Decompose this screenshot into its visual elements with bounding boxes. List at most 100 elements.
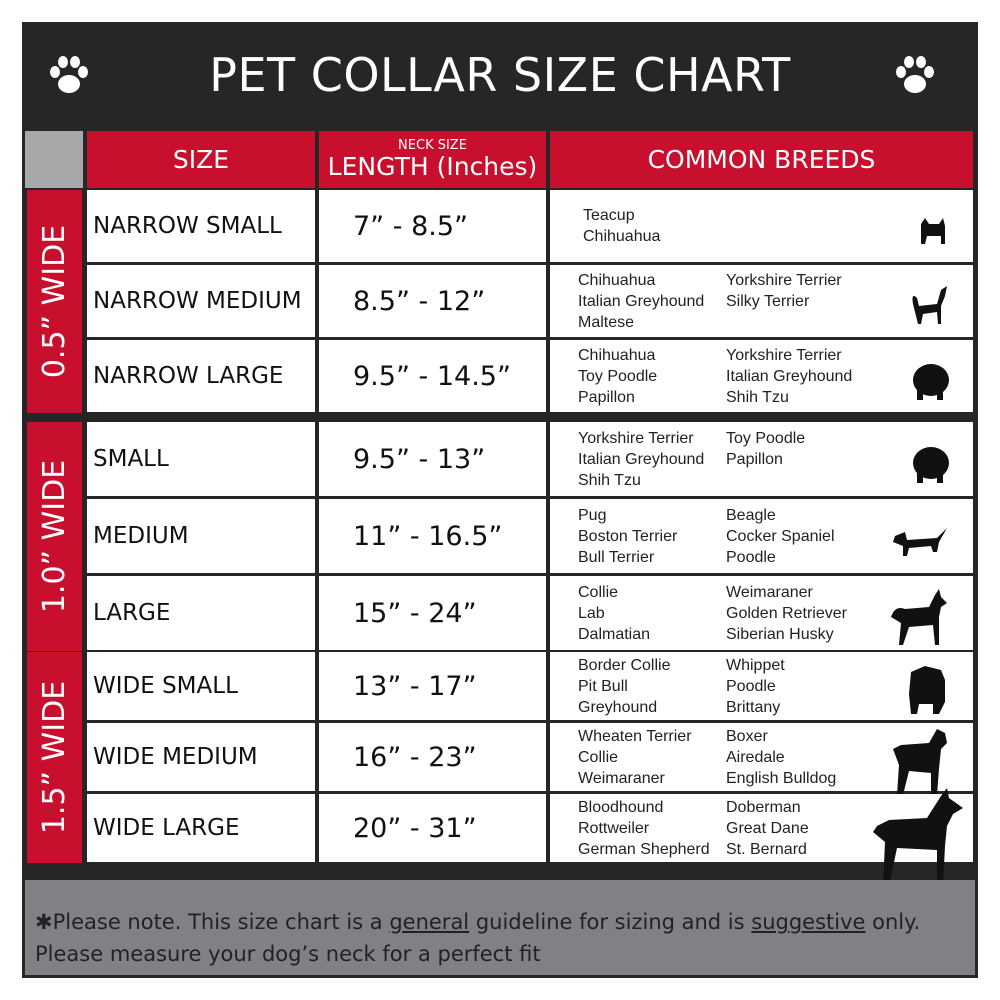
breed-name: St. Bernard [726,840,807,858]
size-cell: WIDE SMALL [87,652,315,720]
breed-name: Shih Tzu [726,388,789,406]
length-cell: 7” - 8.5” [319,190,546,262]
width-group-label: 0.5” WIDE [27,190,82,413]
length-cell: 9.5” - 13” [319,422,546,496]
page-title: PET COLLAR SIZE CHART [209,48,791,102]
neck-length: 8.5” - 12” [353,285,486,317]
dog-silhouette-icon [913,447,949,483]
size-cell: WIDE LARGE [87,794,315,862]
breed-name: Chihuahua [583,228,661,245]
breed-name: Great Dane [726,819,809,837]
breeds-cell: Yorkshire Terrier Italian Greyhound Shih T… [550,422,973,496]
width-group-text: 1.0” WIDE [37,459,73,614]
breed-name: Papillon [726,450,783,468]
breeds-cell: Bloodhound Rottweiler German Shepherd Dober… [550,788,973,886]
header-length: NECK SIZE LENGTH (Inches) [319,131,546,188]
breed-name: Chihuahua [578,346,656,364]
header-corner [25,131,83,188]
breed-name: Italian Greyhound [726,367,853,385]
size-name: NARROW LARGE [93,363,284,389]
dog-silhouette-icon [909,666,945,714]
breed-name: Bloodhound [578,798,664,816]
breed-name: Yorkshire Terrier [726,346,842,364]
breed-name: Whippet [726,656,785,674]
breed-name: Cocker Spaniel [726,527,835,545]
length-cell: 13” - 17” [319,652,546,720]
breed-name: Yorkshire Terrier [578,429,694,447]
breed-name: Boxer [726,727,768,745]
breed-name: Weimaraner [726,583,813,601]
width-group-text: 0.5” WIDE [37,224,73,379]
size-name: WIDE SMALL [93,673,238,699]
note-text: guideline for sizing and is [469,910,752,934]
dog-silhouette-icon [913,364,949,400]
header-size-label: SIZE [172,145,230,174]
width-group-label: 1.5” WIDE [27,652,82,863]
neck-length: 13” - 17” [353,670,477,702]
breed-name: Italian Greyhound [578,450,705,468]
size-cell: WIDE MEDIUM [87,723,315,791]
note-text: ✱Please note. This size chart is a [35,910,390,934]
size-name: SMALL [93,446,169,472]
width-group-label: 1.0” WIDE [27,422,82,651]
breed-name: Papillon [578,388,635,406]
size-name: LARGE [93,600,171,626]
length-cell: 11” - 16.5” [319,499,546,573]
breed-name: Rottweiler [578,819,650,837]
breed-name: Weimaraner [578,769,665,787]
neck-length: 16” - 23” [353,741,477,773]
breed-name: Siberian Husky [726,625,834,643]
dog-silhouette-icon [893,729,947,795]
footer-note: ✱Please note. This size chart is a gener… [25,880,975,975]
size-name: NARROW MEDIUM [93,288,302,314]
breed-name: Dalmatian [578,625,651,643]
breed-name: Wheaten Terrier [578,727,692,745]
neck-length: 9.5” - 14.5” [353,360,511,392]
size-cell: LARGE [87,576,315,650]
breed-name: Toy Poodle [726,429,806,447]
breed-name: Teacup [583,207,635,224]
size-name: NARROW SMALL [93,213,282,239]
breed-name: Border Collie [578,656,671,674]
breeds-cell: Collie Lab Dalmatian Weimaraner Golden Retri… [550,576,973,650]
breed-name: Chihuahua [578,271,656,289]
neck-length: 15” - 24” [353,597,477,629]
breed-name: Toy Poodle [578,367,658,385]
breed-name: English Bulldog [726,769,837,787]
size-name: WIDE MEDIUM [93,744,258,770]
breed-name: Airedale [726,748,785,766]
breeds-cell: Chihuahua Italian Greyhound Maltese Yorkshi… [550,265,973,337]
note-emphasis: suggestive [751,910,866,934]
note-line-2: Please measure your dog’s neck for a per… [35,942,541,966]
breed-name: Collie [578,748,619,766]
breed-name: Poodle [726,677,776,695]
breed-name: Beagle [726,506,776,524]
neck-length: 20” - 31” [353,812,477,844]
header-size: SIZE [87,131,315,188]
breed-name: Shih Tzu [578,471,641,489]
paw-print-icon [896,56,934,93]
breed-name: Doberman [726,798,801,816]
breed-name: Yorkshire Terrier [726,271,842,289]
breed-name: Golden Retriever [726,604,847,622]
size-name: MEDIUM [93,523,189,549]
length-cell: 16” - 23” [319,723,546,791]
breed-name: Bull Terrier [578,548,655,566]
header-breeds-label: COMMON BREEDS [647,145,876,174]
breed-name: German Shepherd [578,840,710,858]
length-cell: 20” - 31” [319,794,546,862]
dog-silhouette-icon [912,286,947,324]
breed-name: Pit Bull [578,677,628,695]
breed-name: Brittany [726,698,781,716]
length-cell: 9.5” - 14.5” [319,340,546,412]
length-cell: 8.5” - 12” [319,265,546,337]
breed-name: Boston Terrier [578,527,678,545]
size-cell: NARROW LARGE [87,340,315,412]
length-cell: 15” - 24” [319,576,546,650]
breed-name: Greyhound [578,698,658,716]
dog-silhouette-icon [921,218,945,244]
breeds-cell: Border Collie Pit Bull Greyhound Whippet Poo… [550,652,973,720]
note-emphasis: general [389,910,470,934]
breeds-cell: Chihuahua Toy Poodle Papillon Yorkshire Ter… [550,340,973,412]
neck-length: 7” - 8.5” [353,210,469,242]
